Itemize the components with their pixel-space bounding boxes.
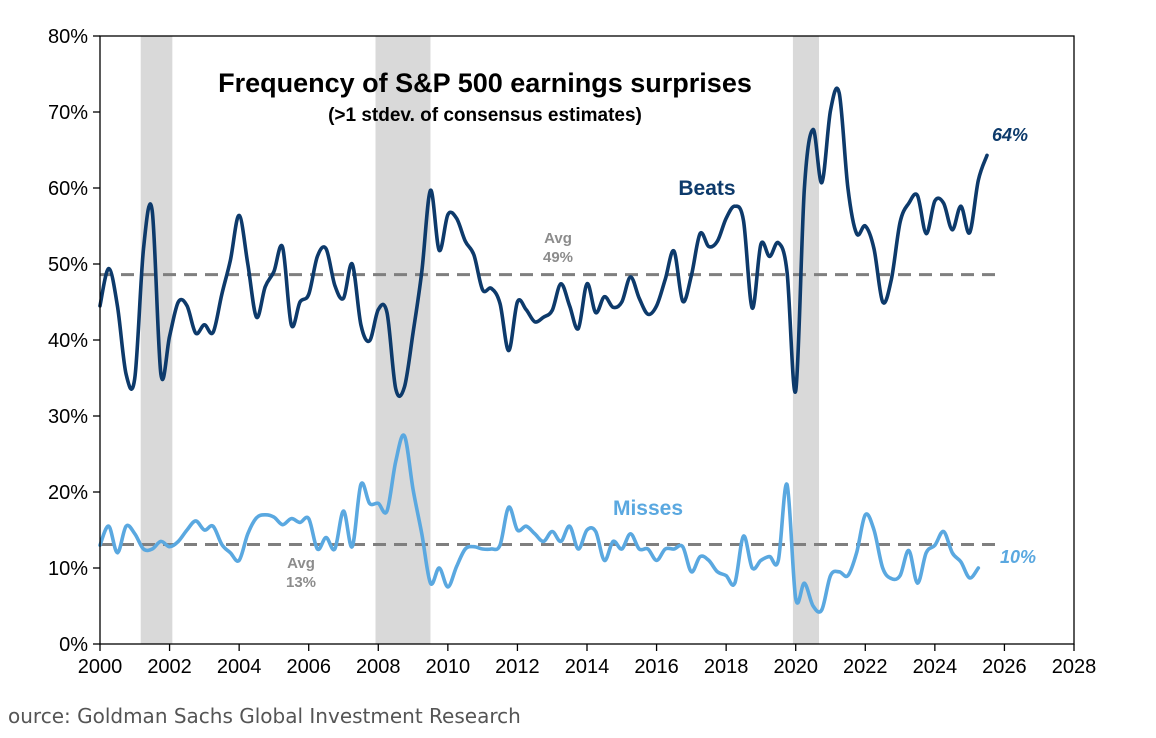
y-tick-label: 20% — [48, 482, 88, 504]
y-tick-label: 70% — [48, 102, 88, 124]
y-tick-label: 50% — [48, 254, 88, 276]
y-tick-label: 80% — [48, 26, 88, 48]
y-tick-label: 60% — [48, 178, 88, 200]
x-tick-label: 2012 — [495, 656, 540, 678]
x-tick-label: 2020 — [773, 656, 818, 678]
axes-group: 0% 10% 20% 30% 40% 50% 60% 70% 80% 2000 2002 2004 20… — [48, 26, 1096, 678]
source-note: ource: Goldman Sachs Global Investment R… — [8, 704, 521, 728]
beats-end-value-label: 64% — [992, 125, 1028, 145]
series-lines-group — [98, 86, 989, 614]
recession-band-1 — [375, 36, 431, 644]
x-tick-label: 2010 — [426, 656, 471, 678]
beats-avg-label: Avg — [544, 230, 572, 247]
y-tick-label: 30% — [48, 406, 88, 428]
x-tick-label: 2008 — [356, 656, 401, 678]
misses-series-line — [98, 433, 981, 614]
y-tick-label: 0% — [59, 634, 88, 656]
x-tick-label: 2018 — [704, 656, 749, 678]
labels-group: Frequency of S&P 500 earnings surprises … — [218, 68, 1036, 591]
x-tick-label: 2014 — [565, 656, 610, 678]
misses-avg-label: Avg — [287, 555, 315, 572]
beats-series-line — [98, 86, 989, 398]
x-tick-label: 2022 — [843, 656, 888, 678]
y-tick-label: 40% — [48, 330, 88, 352]
x-tick-label: 2026 — [982, 656, 1027, 678]
x-tick-label: 2016 — [634, 656, 679, 678]
x-tick-label: 2002 — [147, 656, 192, 678]
x-tick-label: 2000 — [78, 656, 123, 678]
misses-series-label: Misses — [613, 497, 683, 520]
chart-subtitle: (>1 stdev. of consensus estimates) — [328, 105, 642, 126]
x-tick-label: 2006 — [286, 656, 331, 678]
x-tick-label: 2004 — [217, 656, 262, 678]
beats-series-label: Beats — [678, 177, 735, 200]
x-tick-label: 2024 — [913, 656, 958, 678]
chart-title: Frequency of S&P 500 earnings surprises — [218, 68, 752, 98]
y-tick-label: 10% — [48, 558, 88, 580]
recession-shading-group — [140, 36, 820, 644]
misses-end-value-label: 10% — [1000, 547, 1036, 567]
misses-avg-value-label: 13% — [286, 574, 316, 591]
beats-avg-value-label: 49% — [543, 249, 573, 266]
x-tick-label: 2028 — [1052, 656, 1097, 678]
